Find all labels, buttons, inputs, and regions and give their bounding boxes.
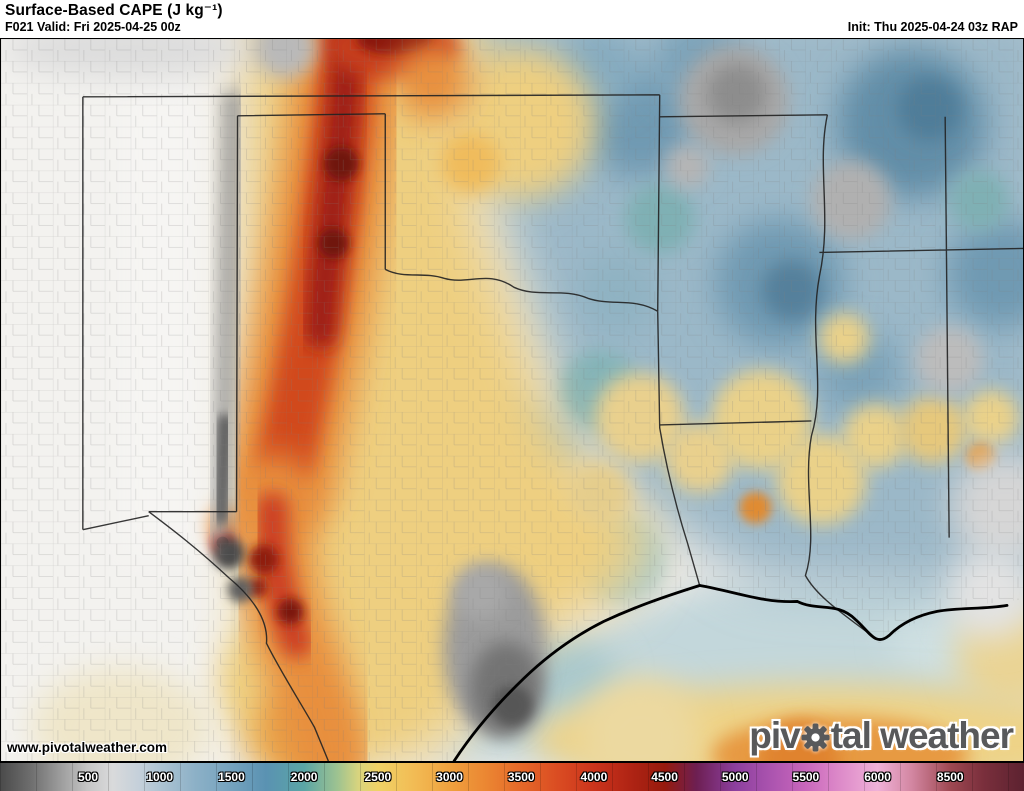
colorbar-label: 500 (78, 770, 99, 784)
colorbar-label: 4000 (580, 770, 608, 784)
colorbar-label: 5000 (721, 770, 749, 784)
colorbar-label: 3500 (507, 770, 535, 784)
coastline (452, 584, 1009, 761)
cape-map[interactable]: www.pivotalweather.com piv tal weather (0, 38, 1024, 762)
state-borders (82, 94, 1023, 761)
pivotal-weather-logo: piv tal weather (749, 715, 1014, 757)
colorbar-label: 8500 (936, 770, 964, 784)
county-lines (1, 39, 1023, 761)
init-time: Init: Thu 2025-04-24 03z RAP (847, 20, 1018, 35)
colorbar-label: 1500 (218, 770, 245, 784)
valid-time: F021 Valid: Fri 2025-04-25 00z (5, 20, 181, 35)
colorbar-label: 2000 (290, 770, 318, 784)
watermark-link[interactable]: www.pivotalweather.com (7, 740, 168, 755)
colorbar-label: 3000 (436, 770, 463, 784)
colorbar-label: 6000 (864, 770, 891, 784)
cape-field-map (1, 39, 1023, 761)
gear-icon (801, 722, 830, 752)
cape-colorbar: 500 1000 1500 2000 2500 3000 3500 4000 4500 5000 5… (0, 762, 1024, 791)
logo-text-tal-weather: tal weather (830, 715, 1014, 756)
map-title: Surface-Based CAPE (J kg⁻¹) (5, 1, 223, 19)
colorbar-label: 5500 (792, 770, 820, 784)
colorbar-label: 4500 (651, 770, 678, 784)
colorbar-label: 2500 (364, 770, 392, 784)
colorbar-label: 1000 (146, 770, 174, 784)
logo-text-piv: piv (749, 715, 800, 756)
header-left: Surface-Based CAPE (J kg⁻¹) F021 Valid: … (5, 2, 223, 36)
map-header: Surface-Based CAPE (J kg⁻¹) F021 Valid: … (0, 0, 1024, 38)
